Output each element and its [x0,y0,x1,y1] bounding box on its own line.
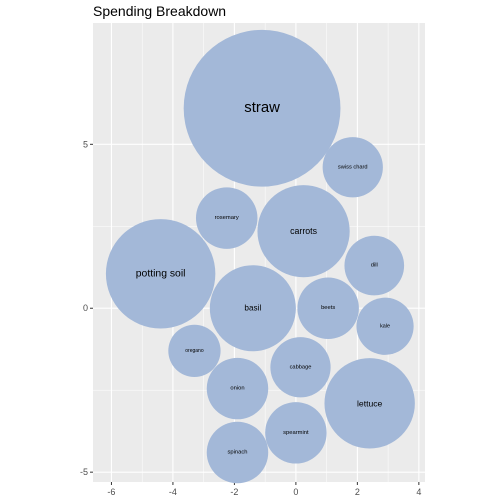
y-tick-label: 5 [83,139,88,149]
bubble-label: swiss chard [338,164,368,170]
bubble-label: kale [380,323,390,329]
bubble-group: rosemary [195,187,258,249]
bubble [344,235,405,296]
bubble [356,297,414,355]
bubble [257,185,350,278]
x-tick-label: -4 [169,487,177,497]
bubble-label: dill [371,263,378,269]
bubble-group: carrots [257,185,350,278]
bubble-group: swiss chard [322,137,383,198]
bubble-group: oregano [168,324,221,377]
bubble-label: potting soil [136,268,186,279]
y-tick-label: 0 [83,303,88,313]
bubble-group: onion [206,357,269,420]
bubble-group: cabbage [270,337,331,398]
bubble-group: basil [209,265,296,352]
bubble-group: straw [183,29,341,187]
bubble [183,29,341,187]
bubble [270,337,331,398]
x-tick-label: 2 [355,487,360,497]
x-tick-label: -2 [230,487,238,497]
bubble-label: beets [321,305,335,311]
bubble-label: straw [244,100,280,116]
bubble [206,357,269,420]
bubble [206,421,269,484]
bubble-label: lettuce [357,398,383,408]
bubble-group: potting soil [105,219,216,329]
bubble-label: oregano [185,348,204,354]
bubble-label: spearmint [283,430,309,436]
bubble [168,324,221,377]
bubble-group: lettuce [324,358,415,449]
bubble-label: spinach [227,449,247,455]
chart-title: Spending Breakdown [93,3,226,19]
bubble-label: basil [244,304,261,313]
x-tick-label: 0 [293,487,298,497]
bubble-group: beets [297,277,359,339]
bubble-group: dill [344,235,405,296]
bubble-group: kale [356,297,414,355]
bubble-label: cabbage [290,364,312,370]
bubble [209,265,296,352]
bubble-group: spinach [206,421,269,484]
bubble [322,137,383,198]
bubble [195,187,258,249]
bubble-group: spearmint [265,402,327,464]
bubble-label: rosemary [215,215,239,221]
x-tick-label: -6 [107,487,115,497]
bubble-label: carrots [290,226,317,236]
bubble-label: onion [230,386,244,392]
bubble [297,277,359,339]
bubble [324,358,415,449]
x-tick-label: 4 [416,487,421,497]
bubble [265,402,327,464]
bubble [105,219,216,329]
y-tick-label: -5 [80,467,88,477]
